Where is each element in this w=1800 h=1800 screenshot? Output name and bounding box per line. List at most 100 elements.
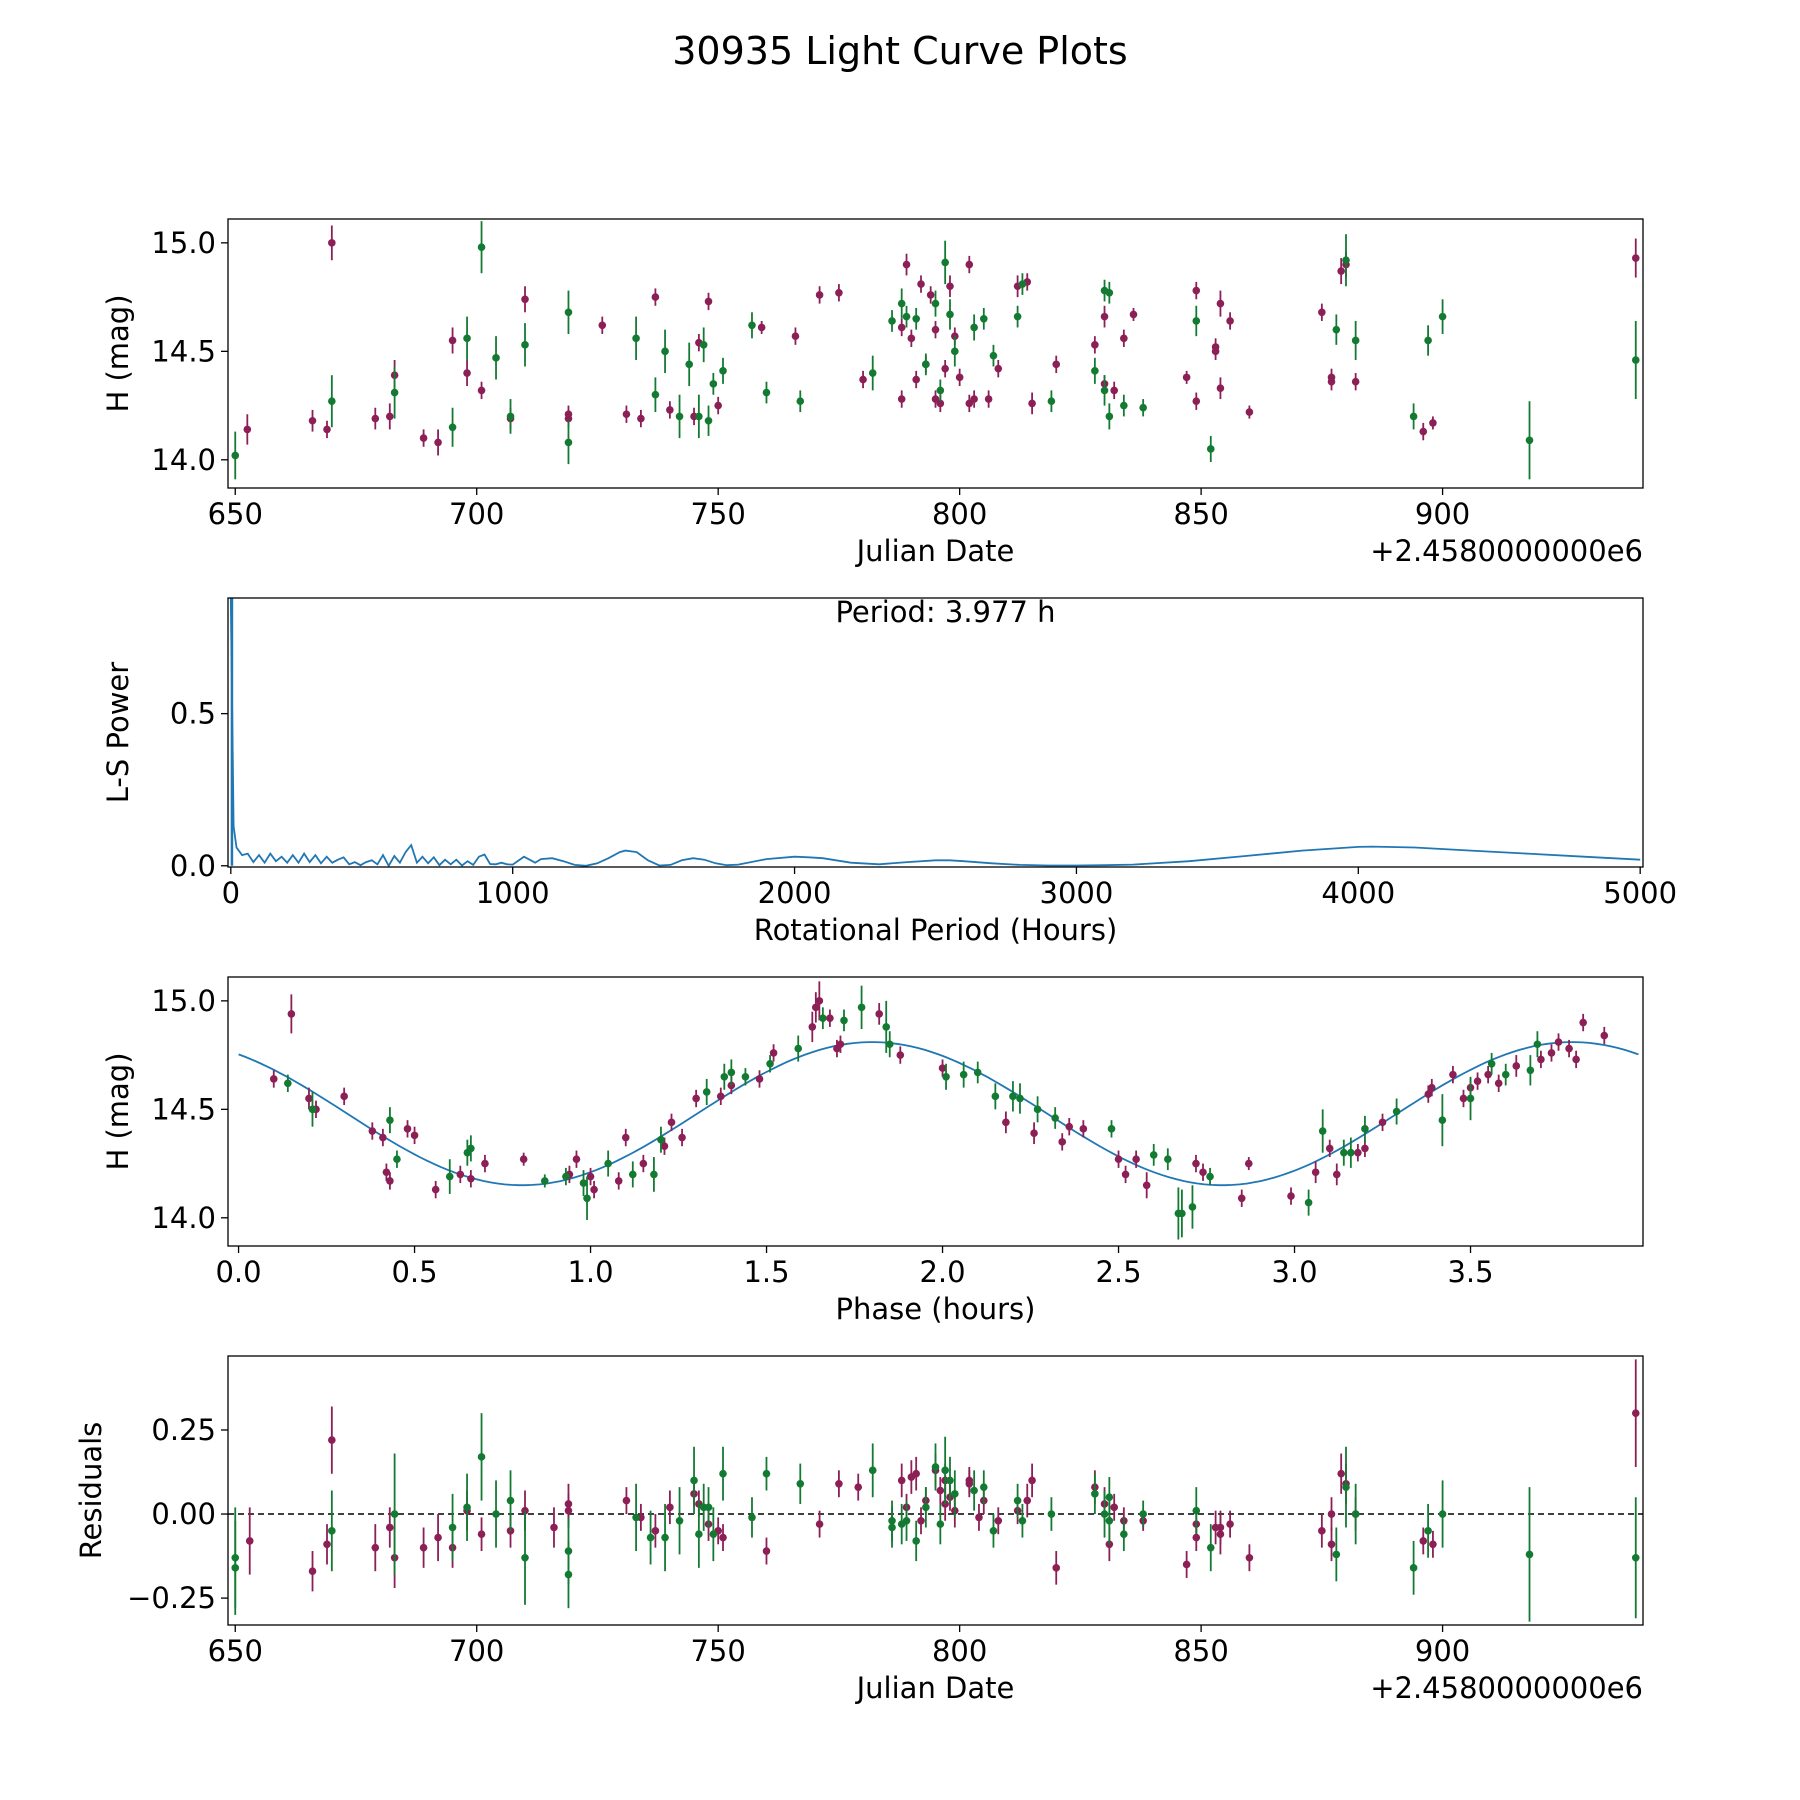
data-point (1139, 1510, 1147, 1518)
data-point (704, 297, 713, 306)
data-point (463, 1503, 471, 1512)
data-point (385, 412, 394, 421)
data-point (941, 364, 949, 373)
data-point (719, 1533, 727, 1542)
data-point (1079, 1125, 1088, 1133)
data-point (1304, 1198, 1313, 1207)
data-point (965, 399, 974, 408)
data-point (308, 1567, 317, 1575)
data-point (951, 1490, 959, 1498)
data-point (719, 367, 727, 375)
x-tick-label: 0.0 (215, 1255, 261, 1289)
data-point (991, 1092, 1000, 1101)
data-point (857, 1003, 866, 1012)
data-point (692, 1094, 700, 1103)
data-point (748, 1513, 756, 1522)
data-point (431, 1185, 440, 1194)
x-tick-label: 700 (449, 1634, 504, 1668)
data-point (371, 414, 380, 423)
panel-2: 0 1000 2000 3000 4000 5000 0.0 0.5 Rotational Pe… (101, 595, 1677, 947)
data-point (1120, 1530, 1128, 1539)
data-point (1501, 1070, 1510, 1079)
data-point (463, 369, 471, 377)
x-axis-label: Julian Date (855, 534, 1015, 568)
data-point (1100, 312, 1109, 321)
data-point (1100, 1510, 1109, 1518)
data-point (695, 1530, 703, 1539)
data-point (579, 1179, 588, 1187)
data-point (463, 334, 471, 343)
data-point (1226, 317, 1234, 325)
data-point (989, 351, 998, 360)
data-point (975, 1513, 983, 1522)
data-point (434, 438, 442, 447)
data-point (456, 1170, 465, 1179)
data-point (1188, 1203, 1197, 1211)
data-point (1631, 1409, 1640, 1417)
data-point (477, 386, 486, 395)
data-point (1139, 403, 1147, 412)
data-point (1342, 1483, 1350, 1491)
data-point (868, 1466, 877, 1475)
data-point (521, 341, 529, 349)
data-point (970, 395, 978, 403)
data-point (622, 410, 631, 419)
data-point (583, 1194, 591, 1203)
data-point (368, 1127, 377, 1135)
data-point (1332, 1550, 1341, 1559)
data-point (965, 260, 974, 269)
data-point (1120, 334, 1128, 343)
x-offset-label: +2.4580000000e6 (1370, 534, 1643, 568)
data-point (1065, 1122, 1074, 1131)
data-point (1052, 360, 1061, 369)
data-point (1226, 1520, 1234, 1528)
x-offset-label: +2.4580000000e6 (1370, 1671, 1643, 1705)
data-point (1318, 1127, 1327, 1135)
x-tick-label: 850 (1173, 497, 1228, 531)
data-point (1105, 412, 1114, 421)
data-point (1378, 1118, 1387, 1127)
data-point (699, 341, 708, 349)
data-point (1311, 1168, 1320, 1177)
data-point (757, 323, 766, 332)
data-point (550, 1523, 558, 1532)
data-point (897, 1476, 906, 1485)
data-point (1018, 280, 1027, 288)
data-point (702, 1088, 711, 1096)
data-point (1332, 1170, 1341, 1179)
panels: 650 700 750 800 850 900 14.0 14.5 15.0 Julian Dat… (74, 218, 1677, 1705)
data-point (506, 412, 515, 421)
data-point (1409, 412, 1418, 421)
data-point (1351, 1510, 1360, 1518)
data-point (1047, 397, 1056, 406)
data-point (1149, 1151, 1158, 1159)
data-point (1484, 1070, 1492, 1079)
data-point (1091, 1490, 1099, 1498)
data-point (660, 1142, 669, 1151)
data-point (477, 243, 486, 252)
data-point (386, 1116, 394, 1124)
x-tick-label: 800 (932, 1634, 987, 1668)
y-tick-label: 14.0 (151, 443, 216, 477)
data-point (748, 321, 756, 330)
data-point (1340, 1148, 1348, 1157)
data-point (922, 1503, 930, 1512)
data-point (1192, 1159, 1200, 1168)
data-point (1245, 1553, 1254, 1562)
data-point (912, 375, 920, 384)
data-point (1565, 1044, 1573, 1053)
data-point (1438, 1510, 1447, 1518)
data-point (1631, 356, 1640, 364)
data-point (667, 1118, 676, 1127)
data-point (477, 1453, 486, 1461)
data-point (815, 291, 824, 299)
data-point (936, 399, 945, 408)
x-tick-label: 750 (690, 1634, 745, 1668)
data-point (716, 1092, 725, 1101)
data-point (946, 310, 954, 319)
data-point (598, 321, 607, 330)
data-point (994, 364, 1003, 373)
data-point (695, 412, 703, 421)
data-point (564, 1506, 573, 1515)
x-tick-label: 900 (1415, 1634, 1470, 1668)
